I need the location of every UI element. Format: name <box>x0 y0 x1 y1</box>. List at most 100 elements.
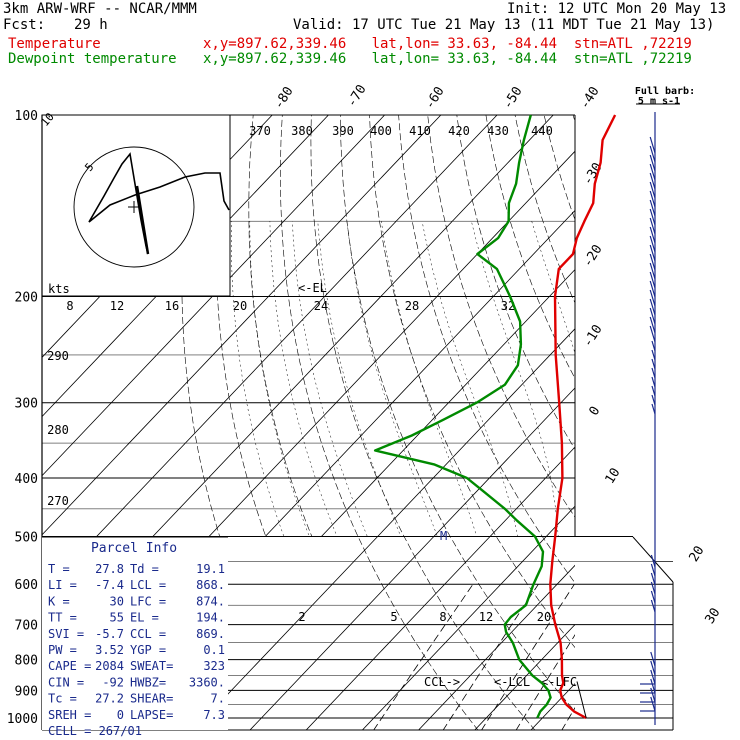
lfc-annotation: <-LFC <box>541 675 577 689</box>
dry-adiabat <box>542 536 575 584</box>
wind-barb <box>649 298 656 316</box>
wind-barb <box>649 307 656 325</box>
parcel-row-value: 3.52 <box>95 643 124 657</box>
isotherm-line <box>361 536 547 730</box>
parcel-row-value: 30 <box>110 594 124 608</box>
parcel-cell: CELL = 267/01 <box>48 724 142 738</box>
mixing-ratio-line <box>442 583 539 730</box>
parcel-box-bg <box>42 537 228 730</box>
wind-barb <box>649 172 656 190</box>
parcel-info-title: Parcel Info <box>91 541 177 556</box>
isotherm-line <box>418 564 575 730</box>
parcel-row-label: LFC = <box>130 594 166 608</box>
forecast-hour: 29 h <box>74 17 108 33</box>
dry-adiabat <box>357 536 479 730</box>
isotherm-label: -60 <box>422 84 447 112</box>
parcel-row-label: T = <box>48 562 70 576</box>
init-time: Init: 12 UTC Mon 20 May 13 <box>507 1 727 17</box>
parcel-row-label: LAPSE= <box>130 708 173 722</box>
dry-adiabat <box>403 536 536 730</box>
dry-adiabat <box>719 115 740 731</box>
isotherm-label: -10 <box>580 322 605 350</box>
isotherm-line <box>42 115 498 595</box>
parcel-row-label: K = <box>48 594 70 608</box>
parcel-row-label: HWBZ= <box>130 675 166 689</box>
parcel-info-box: Parcel Info T = 27.8 Td = 19.1 LI = -7.4 LCL = 8… <box>42 536 228 738</box>
theta-label: 280 <box>47 423 69 437</box>
hodograph-speed-label: 24 <box>314 299 328 313</box>
hodograph-speed-label: 16 <box>165 299 179 313</box>
mixing-ratio-line <box>515 634 575 730</box>
isotherm-line <box>42 115 329 418</box>
wind-barb <box>649 271 656 289</box>
parcel-row-value: 7.3 <box>203 708 225 722</box>
dry-adiabat <box>485 115 575 379</box>
parcel-row-label: PW = <box>48 643 77 657</box>
parcel-row-label: SWEAT= <box>130 659 173 673</box>
isotherm-line <box>474 623 575 730</box>
theta-e-label: 390 <box>332 124 354 138</box>
hodograph-unit: kts <box>48 282 70 296</box>
theta-label: 290 <box>47 349 69 363</box>
dewpoint-trace <box>373 114 552 719</box>
wind-barb <box>649 235 656 253</box>
wind-barb <box>650 687 656 703</box>
isotherm-line <box>699 536 740 730</box>
pressure-tick-label: 100 <box>15 109 38 124</box>
isotherm-line <box>249 536 435 730</box>
mixing-ratio-line <box>481 583 575 730</box>
pressure-tick-label: 1000 <box>7 712 38 727</box>
isotherm-label: -40 <box>577 84 602 112</box>
mixing-ratio-label: 5 <box>390 610 397 624</box>
wind-barb <box>649 190 656 208</box>
parcel-row-value: 868. <box>196 578 225 592</box>
dry-adiabat <box>427 115 575 518</box>
parcel-row-value: 3360. <box>189 675 225 689</box>
isotherm-line <box>699 115 740 731</box>
pressure-tick-label: 500 <box>15 530 38 545</box>
hodograph-speed-label: 20 <box>233 299 247 313</box>
isotherm-label: 10 <box>603 466 624 487</box>
isotherm-label: -20 <box>580 242 605 270</box>
wind-barb <box>649 145 656 163</box>
pressure-tick-label: 300 <box>15 397 38 412</box>
full-barb-unit: 5 m s-1 <box>638 96 680 107</box>
dry-adiabat <box>727 537 740 731</box>
theta-e-label: 410 <box>409 124 431 138</box>
wind-barb <box>649 226 656 244</box>
theta-e-label: 420 <box>448 124 470 138</box>
theta-e-label: 400 <box>370 124 392 138</box>
parcel-row-label: YGP = <box>130 643 166 657</box>
sounding-traces <box>373 114 617 720</box>
dry-adiabat <box>449 536 575 712</box>
wind-barb <box>649 136 656 154</box>
hodograph-speed-label: 28 <box>405 299 419 313</box>
parcel-row-label: CCL = <box>130 627 166 641</box>
storm-motion-vector <box>135 185 150 255</box>
parcel-row-value: 19.1 <box>196 562 225 576</box>
hodograph-trace <box>88 152 230 255</box>
parcel-row-value: 194. <box>196 611 225 625</box>
lcl-annotation: <-LCL <box>494 675 530 689</box>
parcel-row-label: EL = <box>130 611 159 625</box>
isotherm-label: 20 <box>687 544 708 565</box>
theta-e-label: 380 <box>291 124 313 138</box>
wind-barb <box>649 289 656 307</box>
dry-adiabat <box>456 115 575 450</box>
pressure-tick-label: 400 <box>15 472 38 487</box>
pressure-tick-label: 700 <box>15 619 38 634</box>
wind-barb <box>650 651 656 667</box>
parcel-row-value: 874. <box>196 594 225 608</box>
hodograph-ring <box>73 146 195 268</box>
wind-barb <box>650 660 656 676</box>
wind-barb <box>650 696 656 712</box>
wind-barbs <box>640 112 656 725</box>
isotherm-line <box>42 115 442 536</box>
wind-barb <box>649 181 656 199</box>
theta-label: 270 <box>47 494 69 508</box>
wind-barb <box>649 325 656 343</box>
parcel-row-value: 323 <box>203 659 225 673</box>
wind-barb <box>649 280 656 298</box>
ccl-annotation: CCL-> <box>424 675 460 689</box>
